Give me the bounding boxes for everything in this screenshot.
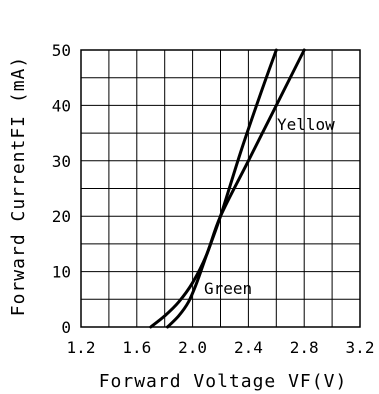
x-tick-labels: 1.2 1.6 2.0 2.4 2.8 3.2 — [67, 338, 375, 357]
y-tick-labels: 0 10 20 30 40 50 — [52, 41, 71, 337]
y-tick-label: 40 — [52, 96, 71, 115]
series-line-green — [165, 48, 278, 329]
y-axis-label: Forward CurrentFI (mA) — [8, 56, 29, 316]
y-tick-label: 0 — [61, 318, 71, 337]
y-tick-label: 10 — [52, 263, 71, 282]
y-tick-label: 50 — [52, 41, 71, 60]
x-tick-label: 1.6 — [122, 338, 151, 357]
x-tick-label: 2.0 — [178, 338, 207, 357]
y-tick-label: 20 — [52, 207, 71, 226]
grid — [81, 50, 360, 327]
x-tick-label: 3.2 — [346, 338, 375, 357]
plot-frame — [80, 49, 361, 328]
x-axis-label: Forward Voltage VF(V) — [99, 371, 348, 392]
x-tick-label: 2.4 — [234, 338, 263, 357]
series-layer — [149, 48, 306, 329]
x-tick-label: 2.8 — [290, 338, 319, 357]
series-label-yellow: Yellow — [277, 115, 335, 134]
x-tick-label: 1.2 — [67, 338, 96, 357]
series-label-green: Green — [204, 279, 252, 298]
y-tick-label: 30 — [52, 152, 71, 171]
